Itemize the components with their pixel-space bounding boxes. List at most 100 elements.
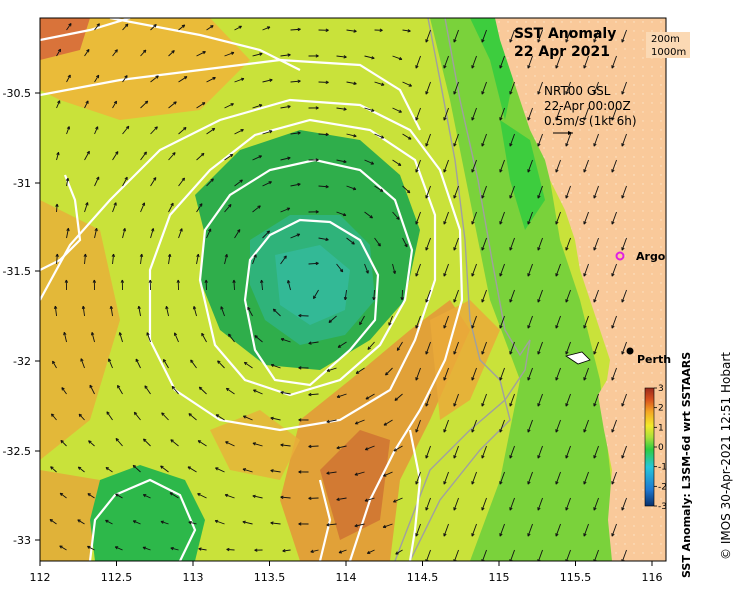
current-vector-head: [170, 439, 174, 443]
current-vector: [499, 159, 505, 173]
current-vector-head: [105, 519, 109, 523]
current-vector: [537, 445, 543, 459]
current-vector: [56, 100, 61, 109]
current-vector-head: [453, 403, 457, 407]
current-vector: [142, 546, 151, 551]
current-vector-head: [621, 91, 625, 95]
x-tick-label: 116: [642, 571, 663, 584]
current-vector-head: [165, 305, 169, 310]
current-vector: [336, 393, 347, 398]
current-vector-head: [171, 50, 175, 54]
current-vector-head: [509, 143, 513, 147]
current-vector: [280, 338, 291, 343]
current-vector-head: [593, 507, 597, 511]
map-title: SST Anomaly: [514, 26, 616, 42]
current-vector-head: [143, 151, 147, 155]
current-vector: [385, 367, 393, 376]
current-vector: [621, 393, 627, 407]
current-vector: [252, 442, 263, 447]
current-vector-head: [167, 253, 172, 258]
current-vector-head: [527, 533, 531, 537]
current-vector-head: [509, 247, 513, 251]
current-vector-head: [226, 547, 230, 552]
current-vector: [402, 81, 412, 87]
current-vector: [367, 341, 375, 350]
current-vector-head: [343, 296, 348, 301]
current-vector: [481, 289, 487, 303]
current-vector: [261, 280, 263, 291]
current-vector: [91, 332, 95, 343]
current-vector: [280, 207, 290, 213]
current-vector: [499, 419, 505, 433]
current-vector: [425, 341, 431, 355]
current-vector-head: [92, 279, 97, 283]
current-vector: [336, 55, 347, 58]
current-vector: [355, 367, 365, 374]
current-vector: [178, 24, 186, 31]
colorbar-tick-label: 2: [658, 404, 664, 414]
current-vector: [509, 289, 515, 303]
current-vector: [84, 49, 90, 57]
current-vector: [243, 415, 253, 421]
current-vector-head: [583, 117, 587, 121]
current-vector: [425, 185, 431, 199]
current-vector: [481, 445, 487, 459]
current-vector: [364, 263, 369, 274]
current-vector-head: [297, 182, 301, 187]
current-vector: [527, 263, 533, 277]
current-vector-head: [366, 550, 371, 554]
current-vector: [565, 81, 571, 95]
current-vector: [555, 107, 561, 121]
depth-label-200m: 200m: [651, 34, 680, 45]
current-vector-head: [565, 91, 569, 95]
current-vector: [402, 185, 411, 194]
current-vector-head: [115, 151, 119, 155]
current-vector: [84, 202, 89, 213]
current-vector: [234, 179, 243, 187]
current-vector-head: [583, 65, 587, 69]
current-vector-head: [155, 75, 159, 79]
colorbar: [644, 387, 655, 507]
current-vector-head: [565, 39, 569, 43]
current-vector: [82, 306, 85, 317]
current-vector: [326, 471, 337, 474]
current-vector: [443, 211, 449, 225]
current-vector: [224, 254, 228, 265]
current-vector: [499, 211, 505, 225]
current-vector-head: [50, 466, 54, 470]
current-vector-head: [64, 279, 69, 283]
current-vector: [346, 237, 355, 245]
current-vector-head: [509, 403, 513, 407]
current-vector: [393, 497, 403, 503]
current-vector: [593, 133, 599, 147]
current-vector-head: [210, 25, 214, 29]
current-vector-head: [160, 465, 164, 469]
current-vector-head: [611, 65, 615, 69]
y-tick-label: -33: [13, 534, 31, 547]
current-vector: [425, 133, 431, 147]
current-vector-head: [499, 273, 503, 277]
current-vector: [262, 26, 271, 31]
current-vector: [565, 445, 571, 459]
x-tick-label: 115: [489, 571, 510, 584]
current-vector: [481, 393, 487, 407]
current-vector: [425, 497, 431, 511]
current-vector-head: [238, 25, 242, 29]
current-vector-head: [313, 295, 317, 300]
current-vector: [471, 523, 477, 537]
current-vector: [215, 414, 225, 421]
current-vector: [425, 29, 431, 43]
current-vector-head: [114, 49, 118, 53]
current-vector-head: [52, 360, 56, 365]
current-vector-head: [425, 351, 429, 355]
time-label: 22-Apr 00:00Z: [544, 99, 631, 113]
current-vector: [280, 496, 291, 499]
current-vector: [509, 133, 515, 147]
current-vector: [481, 237, 487, 251]
current-vector-head: [260, 279, 264, 284]
current-vector-head: [471, 429, 475, 433]
current-vector-head: [124, 75, 128, 79]
current-vector: [425, 81, 431, 95]
current-vector: [198, 548, 207, 551]
current-vector-head: [161, 412, 165, 416]
